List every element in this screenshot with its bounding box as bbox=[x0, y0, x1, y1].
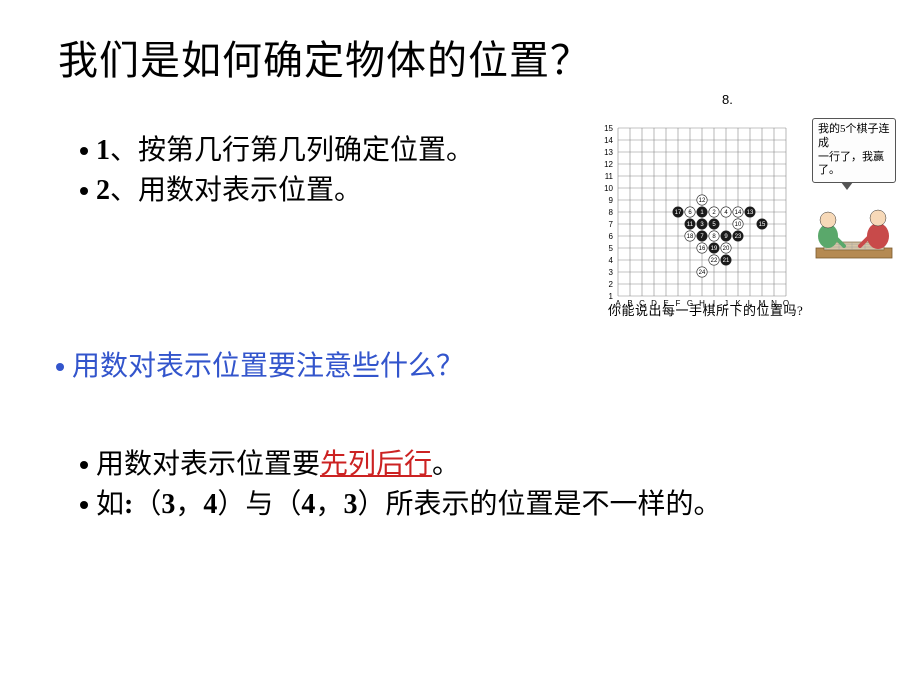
svg-text:6: 6 bbox=[609, 232, 614, 241]
speech-bubble: 我的5个棋子连成 一行了，我赢了。 bbox=[812, 118, 896, 183]
svg-text:24: 24 bbox=[699, 270, 706, 276]
bullet-dot: • bbox=[72, 486, 96, 524]
methods-list: • 1、按第几行第几列确定位置。 • 2、用数对表示位置。 bbox=[72, 132, 474, 212]
text-emphasis: 先列后行 bbox=[320, 449, 432, 480]
svg-text:23: 23 bbox=[735, 234, 742, 240]
num: 4 bbox=[203, 489, 217, 520]
svg-text:19: 19 bbox=[711, 246, 718, 252]
svg-text:15: 15 bbox=[759, 222, 766, 228]
colon: : bbox=[124, 489, 133, 520]
item-number: 1 bbox=[96, 135, 110, 166]
answer-line1: 用数对表示位置要先列后行。 bbox=[96, 446, 460, 484]
item-number: 2 bbox=[96, 175, 110, 206]
text: 所表示的位置是不一样的。 bbox=[385, 489, 721, 520]
text: 与 bbox=[245, 489, 273, 520]
bullet-dot: • bbox=[72, 446, 96, 484]
svg-text:5: 5 bbox=[609, 244, 614, 253]
svg-text:15: 15 bbox=[604, 124, 613, 133]
bubble-line2: 一行了，我赢了。 bbox=[818, 151, 884, 177]
svg-text:11: 11 bbox=[687, 222, 694, 228]
list-item-text: 1、按第几行第几列确定位置。 bbox=[96, 132, 474, 170]
question-block: • 用数对表示位置要注意些什么？ bbox=[48, 348, 464, 388]
svg-text:12: 12 bbox=[699, 198, 706, 204]
list-item-text: 2、用数对表示位置。 bbox=[96, 172, 362, 210]
item-body: 按第几行第几列确定位置。 bbox=[138, 135, 474, 166]
svg-text:17: 17 bbox=[675, 210, 682, 216]
paren: ） bbox=[217, 489, 245, 520]
svg-text:13: 13 bbox=[604, 148, 613, 157]
svg-text:12: 12 bbox=[604, 160, 613, 169]
page-title: 我们是如何确定物体的位置？ bbox=[58, 28, 591, 86]
num: 4 bbox=[301, 489, 315, 520]
paren: （ bbox=[133, 489, 161, 520]
num: 3 bbox=[161, 489, 175, 520]
text-pre: 用数对表示位置要 bbox=[96, 449, 320, 480]
bullet-dot: • bbox=[72, 172, 96, 210]
question-text: 用数对表示位置要注意些什么？ bbox=[72, 348, 464, 386]
list-item: • 2、用数对表示位置。 bbox=[72, 172, 474, 210]
comma: ， bbox=[175, 489, 203, 520]
svg-text:8: 8 bbox=[609, 208, 614, 217]
bullet-dot: • bbox=[48, 348, 72, 386]
list-item: • 1、按第几行第几列确定位置。 bbox=[72, 132, 474, 170]
svg-text:7: 7 bbox=[609, 220, 614, 229]
bubble-line1: 我的5个棋子连成 bbox=[818, 123, 890, 149]
svg-text:10: 10 bbox=[604, 184, 613, 193]
illustration: 8. A1B2C3D4E5F6G7H8I9J10K11L12M13N14O151… bbox=[600, 92, 900, 320]
paren: ） bbox=[357, 489, 385, 520]
paren: （ bbox=[273, 489, 301, 520]
text: 如 bbox=[96, 489, 124, 520]
list-item: • 用数对表示位置要先列后行。 bbox=[72, 446, 832, 484]
list-item: • 如:（3，4）与（4，3）所表示的位置是不一样的。 bbox=[72, 486, 832, 524]
list-item: • 用数对表示位置要注意些什么？ bbox=[48, 348, 464, 386]
figure-number: 8. bbox=[722, 92, 733, 107]
svg-text:20: 20 bbox=[723, 246, 730, 252]
num: 3 bbox=[343, 489, 357, 520]
text-post: 。 bbox=[432, 449, 460, 480]
cartoon-people bbox=[810, 186, 898, 276]
svg-text:14: 14 bbox=[604, 136, 613, 145]
figure-caption: 你能说出每一手棋所下的位置吗? bbox=[608, 300, 803, 319]
item-sep: 、 bbox=[110, 135, 138, 166]
svg-text:22: 22 bbox=[711, 258, 718, 264]
answer-line2: 如:（3，4）与（4，3）所表示的位置是不一样的。 bbox=[96, 486, 721, 524]
svg-text:10: 10 bbox=[735, 222, 742, 228]
item-body: 用数对表示位置。 bbox=[138, 175, 362, 206]
svg-text:2: 2 bbox=[609, 280, 614, 289]
svg-text:21: 21 bbox=[723, 258, 730, 264]
svg-text:16: 16 bbox=[699, 246, 706, 252]
answer-block: • 用数对表示位置要先列后行。 • 如:（3，4）与（4，3）所表示的位置是不一… bbox=[72, 446, 832, 526]
item-sep: 、 bbox=[110, 175, 138, 206]
go-grid: A1B2C3D4E5F6G7H8I9J10K11L12M13N14O151234… bbox=[600, 110, 800, 310]
bullet-dot: • bbox=[72, 132, 96, 170]
svg-text:11: 11 bbox=[605, 172, 614, 181]
comma: ， bbox=[315, 489, 343, 520]
svg-text:9: 9 bbox=[609, 196, 614, 205]
svg-text:3: 3 bbox=[609, 268, 614, 277]
svg-text:13: 13 bbox=[747, 210, 754, 216]
svg-text:14: 14 bbox=[735, 210, 742, 216]
svg-text:4: 4 bbox=[609, 256, 614, 265]
svg-text:18: 18 bbox=[687, 234, 694, 240]
